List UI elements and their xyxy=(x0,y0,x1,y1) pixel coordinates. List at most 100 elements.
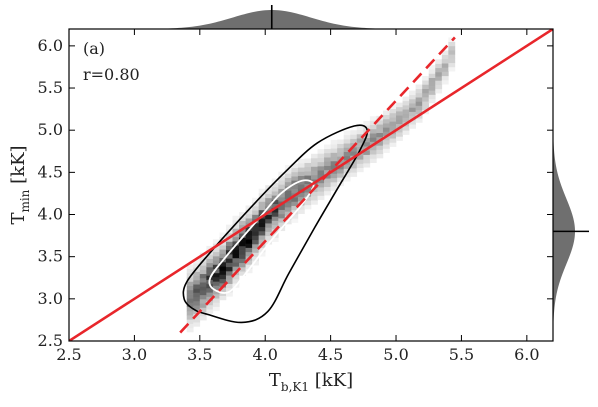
density-cell xyxy=(193,317,201,323)
top-marginal-histogram xyxy=(69,5,553,29)
density-cell xyxy=(232,215,240,221)
density-cell xyxy=(415,109,423,115)
density-cell xyxy=(435,76,443,81)
density-cell xyxy=(356,159,364,164)
density-cell xyxy=(225,241,233,247)
density-cell xyxy=(232,274,240,280)
density-cell xyxy=(369,145,377,151)
density-cell xyxy=(199,256,207,262)
density-cell xyxy=(271,199,279,205)
density-cell xyxy=(428,69,436,74)
density-cell xyxy=(186,315,194,320)
density-cell xyxy=(376,120,384,125)
density-cell xyxy=(330,144,338,149)
plot-frame xyxy=(68,28,554,342)
density-cell xyxy=(337,147,345,153)
density-cell xyxy=(193,309,201,314)
density-cell xyxy=(311,170,318,176)
density-cell xyxy=(343,147,351,152)
density-cell xyxy=(311,162,318,167)
density-cell xyxy=(278,197,286,202)
density-cell xyxy=(193,322,201,327)
density-cell xyxy=(265,214,273,220)
density-cell xyxy=(343,164,351,169)
density-cell xyxy=(396,123,403,129)
density-cell xyxy=(428,90,436,95)
density-cell xyxy=(252,260,259,266)
density-cell xyxy=(330,186,338,191)
density-cell xyxy=(304,162,312,168)
correlation-label: r=0.80 xyxy=(83,65,140,84)
x-tick-label: 4.0 xyxy=(252,345,277,364)
density-cell xyxy=(389,138,397,143)
density-cell xyxy=(297,192,305,198)
density-cell xyxy=(284,177,292,183)
density-cell xyxy=(356,155,364,160)
density-cell xyxy=(448,54,456,59)
density-cell xyxy=(271,224,279,230)
density-cell xyxy=(278,175,286,181)
density-cell xyxy=(232,224,240,229)
x-tick-label: 6.0 xyxy=(514,345,539,364)
density-cell xyxy=(245,239,253,244)
density-cell xyxy=(441,71,449,77)
density-cell xyxy=(193,301,201,306)
density-cell xyxy=(258,222,266,228)
density-cell xyxy=(258,247,266,253)
density-cell xyxy=(239,241,246,247)
density-cell xyxy=(219,261,227,267)
density-cell xyxy=(382,114,390,120)
density-cell xyxy=(330,148,338,153)
density-cell xyxy=(324,144,331,150)
density-cell xyxy=(252,248,259,253)
density-cell xyxy=(239,237,246,243)
density-cell xyxy=(212,298,220,303)
density-cell xyxy=(428,65,436,70)
density-cell xyxy=(206,304,214,310)
density-cell xyxy=(245,243,253,248)
density-cell xyxy=(252,214,259,220)
density-cell xyxy=(350,138,358,144)
density-cell xyxy=(199,273,207,279)
density-cell xyxy=(363,137,371,143)
density-cell xyxy=(245,213,253,219)
density-cell xyxy=(428,77,436,83)
density-cell xyxy=(402,100,410,106)
density-cell xyxy=(258,252,266,257)
density-cell xyxy=(291,218,299,223)
density-cell xyxy=(356,125,364,131)
density-cell xyxy=(389,125,397,131)
density-cell xyxy=(232,241,240,246)
dashed-fit-line xyxy=(179,36,456,334)
density-cell xyxy=(291,167,299,173)
density-cell xyxy=(206,292,214,297)
density-cell xyxy=(297,184,305,189)
density-cell xyxy=(219,249,227,254)
density-cell xyxy=(193,263,201,268)
density-cell xyxy=(422,97,430,102)
density-cell xyxy=(239,224,246,230)
density-cell xyxy=(448,58,456,64)
density-cell xyxy=(291,176,299,181)
density-cell xyxy=(265,235,273,241)
density-cell xyxy=(389,133,397,139)
density-cell xyxy=(278,180,286,185)
density-cell xyxy=(324,148,331,154)
density-cell xyxy=(265,185,273,190)
density-cell xyxy=(199,277,207,283)
density-cell xyxy=(324,165,331,171)
density-cell xyxy=(206,262,214,268)
density-cell xyxy=(369,116,377,121)
density-cell xyxy=(369,154,377,159)
density-cell xyxy=(324,152,331,158)
density-cell xyxy=(343,155,351,161)
density-cell xyxy=(441,63,449,68)
density-cell xyxy=(304,192,312,197)
density-cell xyxy=(422,80,430,85)
density-cell xyxy=(199,299,207,304)
density-cell xyxy=(278,209,286,215)
density-cell xyxy=(278,205,286,210)
density-cell xyxy=(271,182,279,188)
density-cell xyxy=(324,161,331,166)
density-cell xyxy=(337,168,345,174)
